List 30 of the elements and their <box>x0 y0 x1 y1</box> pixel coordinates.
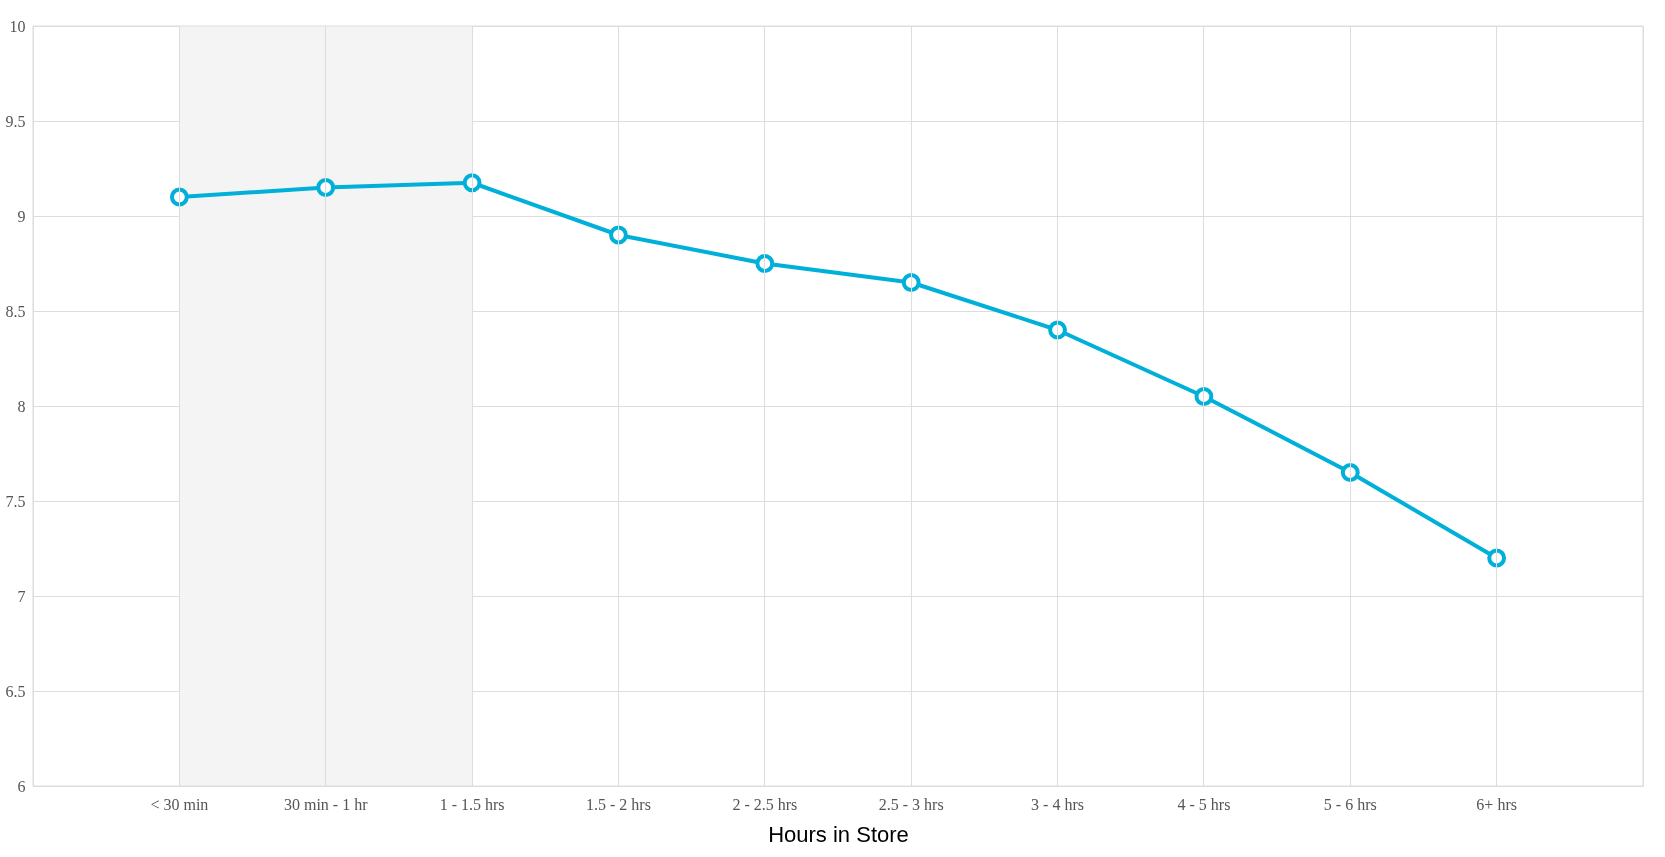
x-tick-label: 4 - 5 hrs <box>1177 795 1231 813</box>
x-tick-label: 6+ hrs <box>1476 795 1517 813</box>
point <box>609 225 628 245</box>
y-tick-label: 6 <box>17 777 26 795</box>
point <box>1340 463 1360 482</box>
point <box>169 187 189 207</box>
x-tick-label: 30 min - 1 hr <box>283 795 369 813</box>
y-tick-label: 9 <box>17 207 26 225</box>
point <box>316 178 336 197</box>
point <box>755 254 775 273</box>
x-axis-title: Hours in Store <box>768 821 909 847</box>
x-tick-label: < 30 min <box>150 795 209 813</box>
y-tick-label: 9.5 <box>5 112 26 130</box>
y-tick-label: 6.5 <box>5 682 26 700</box>
point <box>1487 548 1507 568</box>
x-tick-label: 1.5 - 2 hrs <box>586 795 651 813</box>
point <box>1048 320 1067 340</box>
y-tick-label: 8.5 <box>5 302 26 320</box>
point <box>1194 387 1214 406</box>
point <box>901 273 921 292</box>
x-tick-label: 2.5 - 3 hrs <box>878 795 944 813</box>
y-tick-label: 7 <box>17 587 26 605</box>
x-tick-label: 3 - 4 hrs <box>1031 795 1084 813</box>
point <box>462 173 482 193</box>
x-tick-label: 5 - 6 hrs <box>1323 795 1377 813</box>
y-tick-label: 7.5 <box>5 492 26 510</box>
x-tick-label: 2 - 2.5 hrs <box>732 795 798 813</box>
y-tick-label: 10 <box>9 17 26 35</box>
x-tick-label: 1 - 1.5 hrs <box>439 795 505 813</box>
y-tick-label: 8 <box>17 397 26 415</box>
